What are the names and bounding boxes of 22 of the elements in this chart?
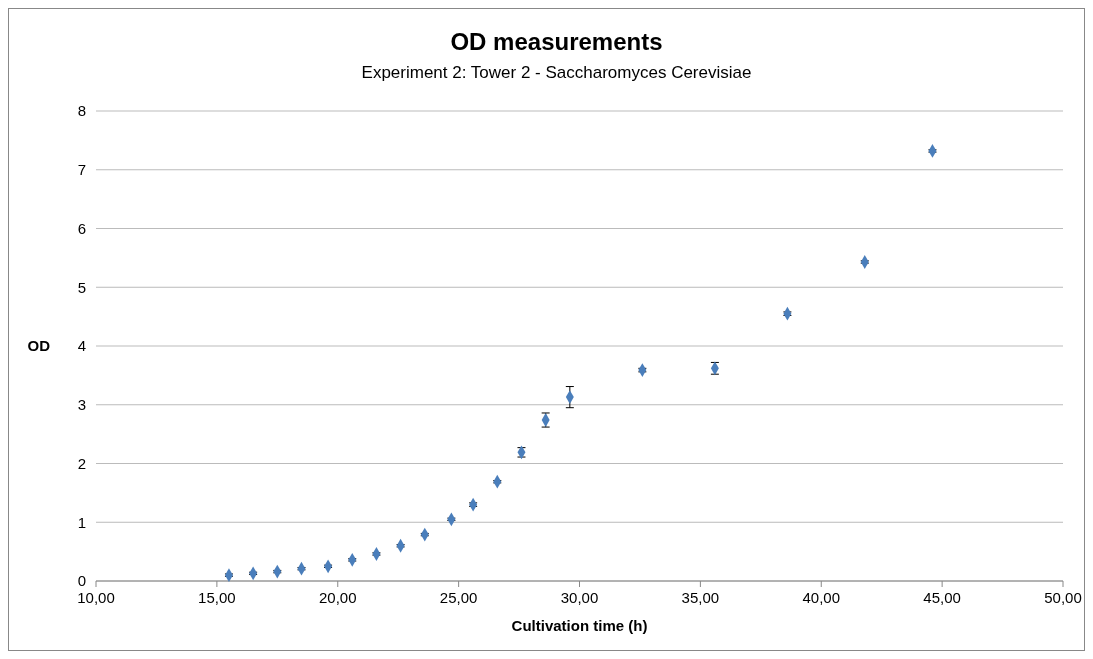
- x-axis-title: Cultivation time (h): [511, 617, 648, 634]
- y-tick-label: 7: [77, 161, 86, 178]
- x-tick-label: 20,00: [318, 589, 357, 606]
- y-tick-label: 3: [77, 396, 86, 413]
- x-tick-label: 45,00: [923, 589, 961, 606]
- y-tick-label: 1: [77, 513, 86, 531]
- y-tick-label: 8: [77, 102, 86, 120]
- x-tick-label: 35,00: [681, 589, 720, 606]
- x-tick-label: 30,00: [560, 589, 599, 606]
- y-tick-label: 6: [77, 219, 86, 237]
- y-tick-label: 5: [77, 278, 86, 296]
- y-tick-label: 2: [77, 454, 86, 472]
- x-tick-label: 10,00: [77, 589, 115, 606]
- x-tick-label: 25,00: [439, 589, 478, 606]
- x-tick-label: 40,00: [802, 589, 841, 606]
- y-tick-label: 4: [77, 337, 86, 355]
- chart-subtitle: Experiment 2: Tower 2 - Saccharomyces Cerevisiae: [361, 63, 752, 82]
- y-axis-title: OD: [27, 337, 51, 355]
- x-tick-label: 50,00: [1044, 589, 1082, 606]
- x-tick-label: 15,00: [198, 589, 236, 606]
- y-tick-label: 0: [77, 572, 86, 590]
- chart-title: OD measurements: [450, 28, 663, 55]
